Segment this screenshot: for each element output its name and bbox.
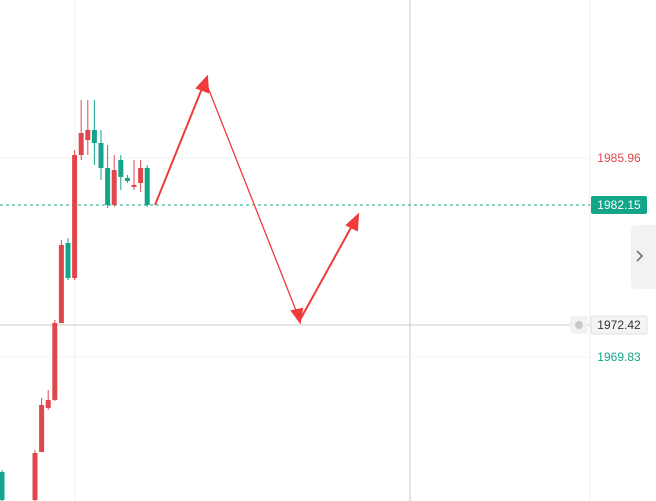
arrow-line [299, 223, 354, 321]
candle-body [72, 154, 78, 279]
candle-body [52, 323, 58, 400]
alert-icon [575, 321, 583, 330]
candle-body [85, 129, 91, 141]
candle-body [111, 170, 117, 205]
arrow-line [154, 85, 204, 206]
drawing-arrows [154, 74, 360, 325]
candle-body [124, 177, 130, 182]
plot: 1985.96 1982.15 1972.42 1969.83 [0, 99, 648, 501]
chevron-icon[interactable] [636, 250, 644, 262]
candle-body [131, 184, 137, 187]
candle-body [91, 129, 97, 144]
price-label: 1972.42 [597, 318, 641, 332]
price-label-bg [591, 195, 647, 214]
candle-body [138, 167, 144, 184]
candle-body [118, 160, 124, 177]
candle-body [98, 143, 104, 168]
price-label: 1985.96 [597, 151, 641, 165]
arrow-line [204, 79, 298, 314]
price-label: 1982.15 [597, 198, 641, 212]
candle-body [65, 242, 71, 279]
scroll-button[interactable] [631, 225, 656, 289]
price-label-bg [590, 315, 648, 335]
candle-body [39, 404, 45, 453]
candle-body [32, 452, 38, 501]
candle-body [45, 399, 51, 408]
candle-body [58, 244, 64, 324]
candle-body [105, 167, 111, 205]
candle-body [144, 167, 150, 205]
candle-body [0, 472, 5, 501]
arrow-head [290, 307, 304, 325]
arrow-head [345, 212, 360, 232]
candle-body [78, 133, 84, 155]
scroll-button-bg[interactable] [631, 225, 656, 289]
price-label: 1969.83 [597, 350, 641, 364]
